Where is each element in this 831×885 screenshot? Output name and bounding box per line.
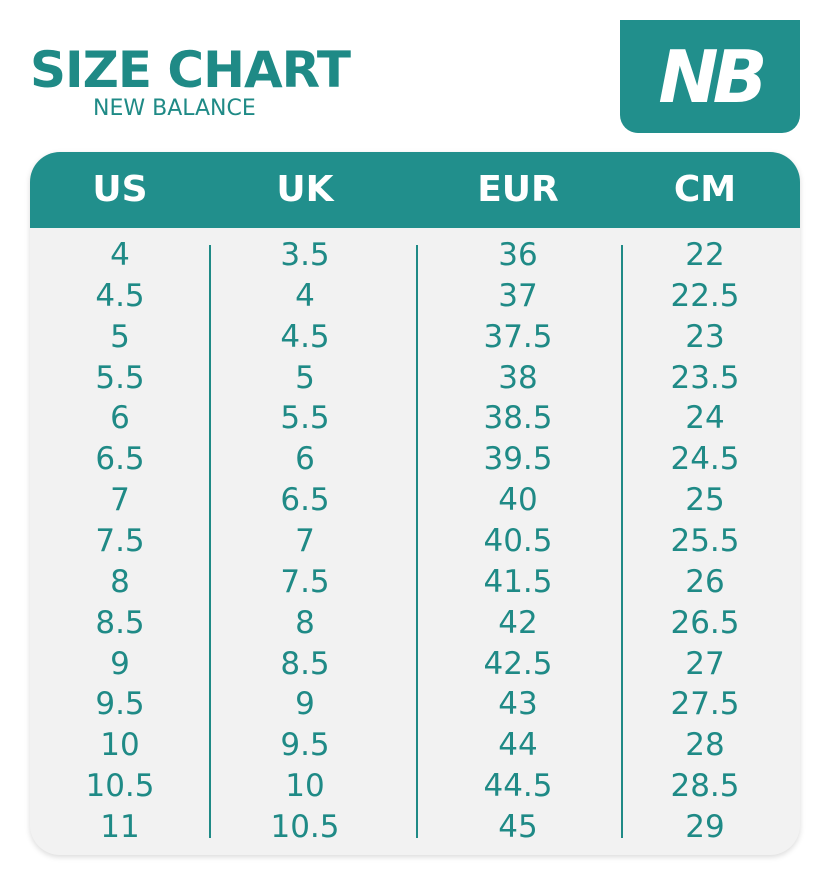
table-cell: 27 [685, 645, 725, 682]
size-table: US UK EUR CM 4 3.5 36 22 4.5 4 37 22.5 5 4.5 37.5 23 5.… [30, 152, 800, 855]
table-cell: 9.5 [95, 686, 145, 723]
table-cell: 23.5 [670, 359, 740, 396]
table-cell: 24.5 [670, 441, 740, 478]
table-cell: 5.5 [95, 359, 145, 396]
table-cell: 4 [295, 277, 315, 314]
table-cell: 38 [498, 359, 538, 396]
table-cell: 7.5 [280, 563, 330, 600]
table-cell: 6 [110, 400, 130, 437]
table-header: US UK EUR CM [30, 152, 800, 228]
table-cell: 9.5 [280, 727, 330, 764]
table-cell: 4.5 [95, 277, 145, 314]
table-cell: 5 [295, 359, 315, 396]
table-cell: 41.5 [483, 563, 553, 600]
table-cell: 4 [110, 237, 130, 273]
table-cell: 8 [295, 604, 315, 641]
table-cell: 44.5 [483, 768, 553, 805]
table-cell: 9 [110, 645, 130, 682]
logo: NB [620, 20, 800, 133]
table-cell: 11 [100, 809, 140, 846]
table-cell: 37 [498, 277, 538, 314]
table-cell: 10 [285, 768, 325, 805]
table-cell: 6.5 [95, 441, 145, 478]
subtitle: NEW BALANCE [93, 96, 256, 121]
column-divider [621, 245, 623, 838]
table-cell: 28.5 [670, 768, 740, 805]
column-header: EUR [477, 169, 559, 210]
table-cell: 5 [110, 318, 130, 355]
table-cell: 10.5 [85, 768, 155, 805]
table-cell: 39.5 [483, 441, 553, 478]
table-cell: 6 [295, 441, 315, 478]
table-cell: 7.5 [95, 523, 145, 560]
table-cell: 40 [498, 482, 538, 519]
table-cell: 36 [498, 237, 538, 273]
column-header: UK [276, 169, 334, 210]
table-cell: 7 [295, 523, 315, 560]
table-cell: 8.5 [280, 645, 330, 682]
table-cell: 10.5 [270, 809, 340, 846]
table-cell: 9 [295, 686, 315, 723]
table-cell: 37.5 [483, 318, 553, 355]
table-cell: 38.5 [483, 400, 553, 437]
column-divider [209, 245, 211, 838]
column-header: US [92, 169, 148, 210]
table-cell: 44 [498, 727, 538, 764]
table-cell: 26.5 [670, 604, 740, 641]
table-cell: 24 [685, 400, 725, 437]
table-cell: 22 [685, 237, 725, 273]
table-cell: 5.5 [280, 400, 330, 437]
table-cell: 23 [685, 318, 725, 355]
table-cell: 43 [498, 686, 538, 723]
table-cell: 10 [100, 727, 140, 764]
table-cell: 7 [110, 482, 130, 519]
table-cell: 42.5 [483, 645, 553, 682]
table-cell: 40.5 [483, 523, 553, 560]
column-header: CM [673, 169, 737, 210]
table-cell: 29 [685, 809, 725, 846]
table-cell: 3.5 [280, 237, 330, 273]
table-cell: 27.5 [670, 686, 740, 723]
table-cell: 22.5 [670, 277, 740, 314]
table-cell: 8.5 [95, 604, 145, 641]
logo-text: NB [658, 34, 767, 119]
table-cell: 45 [498, 809, 538, 846]
table-cell: 25 [685, 482, 725, 519]
table-cell: 8 [110, 563, 130, 600]
table-cell: 6.5 [280, 482, 330, 519]
title: SIZE CHART [30, 41, 351, 99]
table-cell: 26 [685, 563, 725, 600]
column-divider [416, 245, 418, 838]
table-cell: 28 [685, 727, 725, 764]
table-cell: 4.5 [280, 318, 330, 355]
table-cell: 42 [498, 604, 538, 641]
table-cell: 25.5 [670, 523, 740, 560]
